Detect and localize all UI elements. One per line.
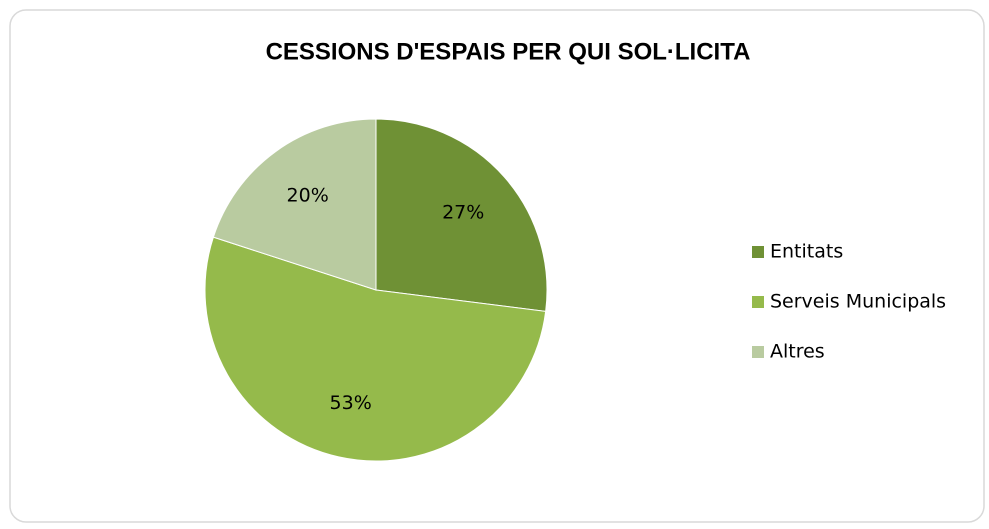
legend-label: Entitats [770, 241, 843, 263]
legend-label: Serveis Municipals [770, 291, 946, 313]
legend-swatch [752, 346, 764, 358]
legend-label: Altres [770, 341, 825, 363]
chart-title: CESSIONS D'ESPAIS PER QUI SOL·LICITA [266, 38, 751, 65]
legend-swatch [752, 246, 764, 258]
pie-slice [204, 236, 547, 462]
data-label: 20% [287, 184, 329, 206]
legend-swatch [752, 296, 764, 308]
data-label: 53% [330, 392, 372, 414]
data-label: 27% [442, 202, 484, 224]
pie-slice [375, 118, 548, 312]
pie-slice [212, 118, 377, 291]
